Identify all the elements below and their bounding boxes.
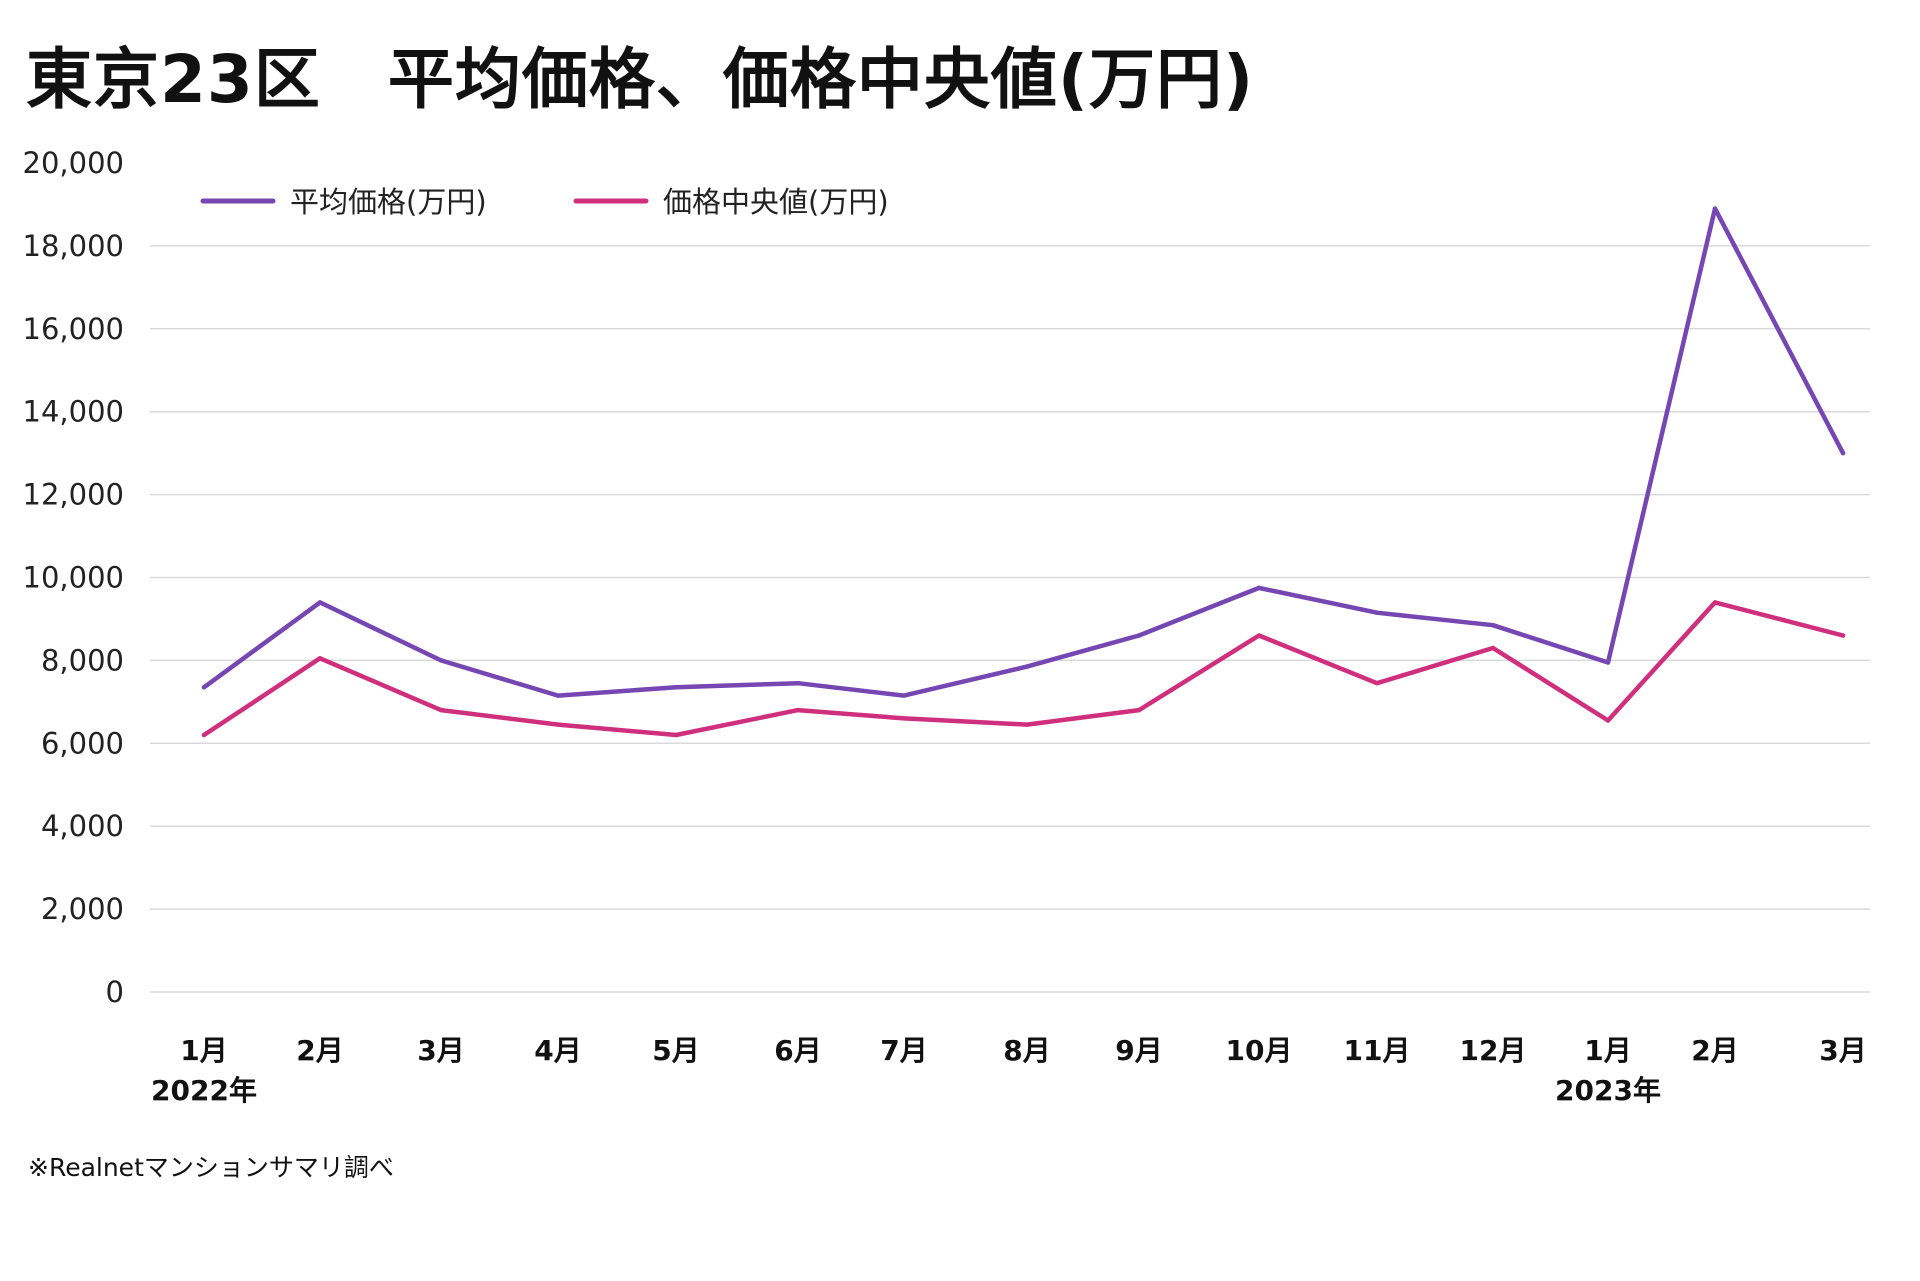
y-tick-label: 8,000 xyxy=(41,643,124,677)
data-point xyxy=(1605,718,1611,723)
x-tick-label: 10月 xyxy=(1226,1034,1293,1067)
data-point xyxy=(1136,707,1142,713)
x-tick-label: 9月 xyxy=(1115,1034,1162,1067)
y-tick-label: 0 xyxy=(106,975,124,1009)
data-point xyxy=(438,658,444,663)
y-tick-label: 20,000 xyxy=(23,146,124,180)
data-point xyxy=(1374,610,1380,615)
data-point xyxy=(555,722,561,727)
year-label: 2022年 xyxy=(151,1074,257,1107)
x-tick-label: 4月 xyxy=(534,1034,581,1067)
data-point xyxy=(1712,206,1718,211)
year-label: 2023年 xyxy=(1555,1074,1661,1107)
legend: 平均価格(万円) 価格中央値(万円) xyxy=(200,185,889,219)
x-tick-label: 3月 xyxy=(1819,1034,1866,1067)
data-point xyxy=(1256,633,1262,638)
x-tick-label: 1月 xyxy=(1584,1034,1631,1067)
data-point xyxy=(901,693,907,698)
x-tick-label: 3月 xyxy=(417,1034,464,1067)
data-point xyxy=(1712,600,1718,605)
data-point xyxy=(673,732,679,738)
y-tick-label: 4,000 xyxy=(41,809,124,843)
data-point xyxy=(201,732,207,738)
x-tick-label: 7月 xyxy=(880,1034,927,1067)
x-tick-label: 1月 xyxy=(180,1034,227,1067)
y-tick-label: 6,000 xyxy=(41,726,124,760)
x-tick-label: 12月 xyxy=(1460,1034,1527,1067)
data-point xyxy=(1840,450,1846,456)
data-point xyxy=(1605,660,1611,665)
y-tick-label: 14,000 xyxy=(23,395,124,429)
x-tick-label: 8月 xyxy=(1003,1034,1050,1067)
y-axis: 0 2,000 4,000 6,000 8,000 10,000 12,000 14,000 1… xyxy=(23,146,124,1009)
data-point xyxy=(901,716,907,721)
x-tick-label: 2月 xyxy=(1691,1034,1738,1067)
data-point xyxy=(1490,623,1496,628)
gridlines xyxy=(150,245,1870,993)
data-point xyxy=(795,681,801,686)
legend-label: 平均価格(万円) xyxy=(290,185,487,219)
x-tick-label: 2月 xyxy=(296,1034,343,1067)
data-point xyxy=(1136,633,1142,638)
data-point xyxy=(317,656,323,661)
data-point xyxy=(1490,645,1496,651)
data-point xyxy=(1256,585,1262,591)
x-tick-label: 5月 xyxy=(652,1034,699,1067)
source-note: ※Realnetマンションサマリ調べ xyxy=(28,1153,394,1182)
chart-title: 東京23区 平均価格、価格中央値(万円) xyxy=(26,41,1255,118)
y-tick-label: 10,000 xyxy=(23,561,124,595)
y-tick-label: 2,000 xyxy=(41,892,124,926)
series-line-0 xyxy=(201,206,1846,698)
x-axis: 1月 2月 3月 4月 5月 6月 7月 8月 9月 10月 11月 12月 1月 2月 3月 2022年 20… xyxy=(151,1034,1867,1107)
y-tick-label: 12,000 xyxy=(23,478,124,512)
data-point xyxy=(673,685,679,690)
x-tick-label: 6月 xyxy=(774,1034,821,1067)
legend-label: 価格中央値(万円) xyxy=(663,185,889,219)
data-point xyxy=(1024,664,1030,669)
y-tick-label: 16,000 xyxy=(23,312,124,346)
data-point xyxy=(1374,681,1380,686)
data-point xyxy=(317,600,323,605)
data-point xyxy=(555,693,561,698)
data-point xyxy=(438,707,444,713)
data-point xyxy=(1840,633,1846,638)
data-point xyxy=(201,685,207,690)
data-point xyxy=(1024,722,1030,727)
data-point xyxy=(795,707,801,713)
y-tick-label: 18,000 xyxy=(23,229,124,263)
x-tick-label: 11月 xyxy=(1344,1034,1411,1067)
series-lines xyxy=(201,206,1846,738)
